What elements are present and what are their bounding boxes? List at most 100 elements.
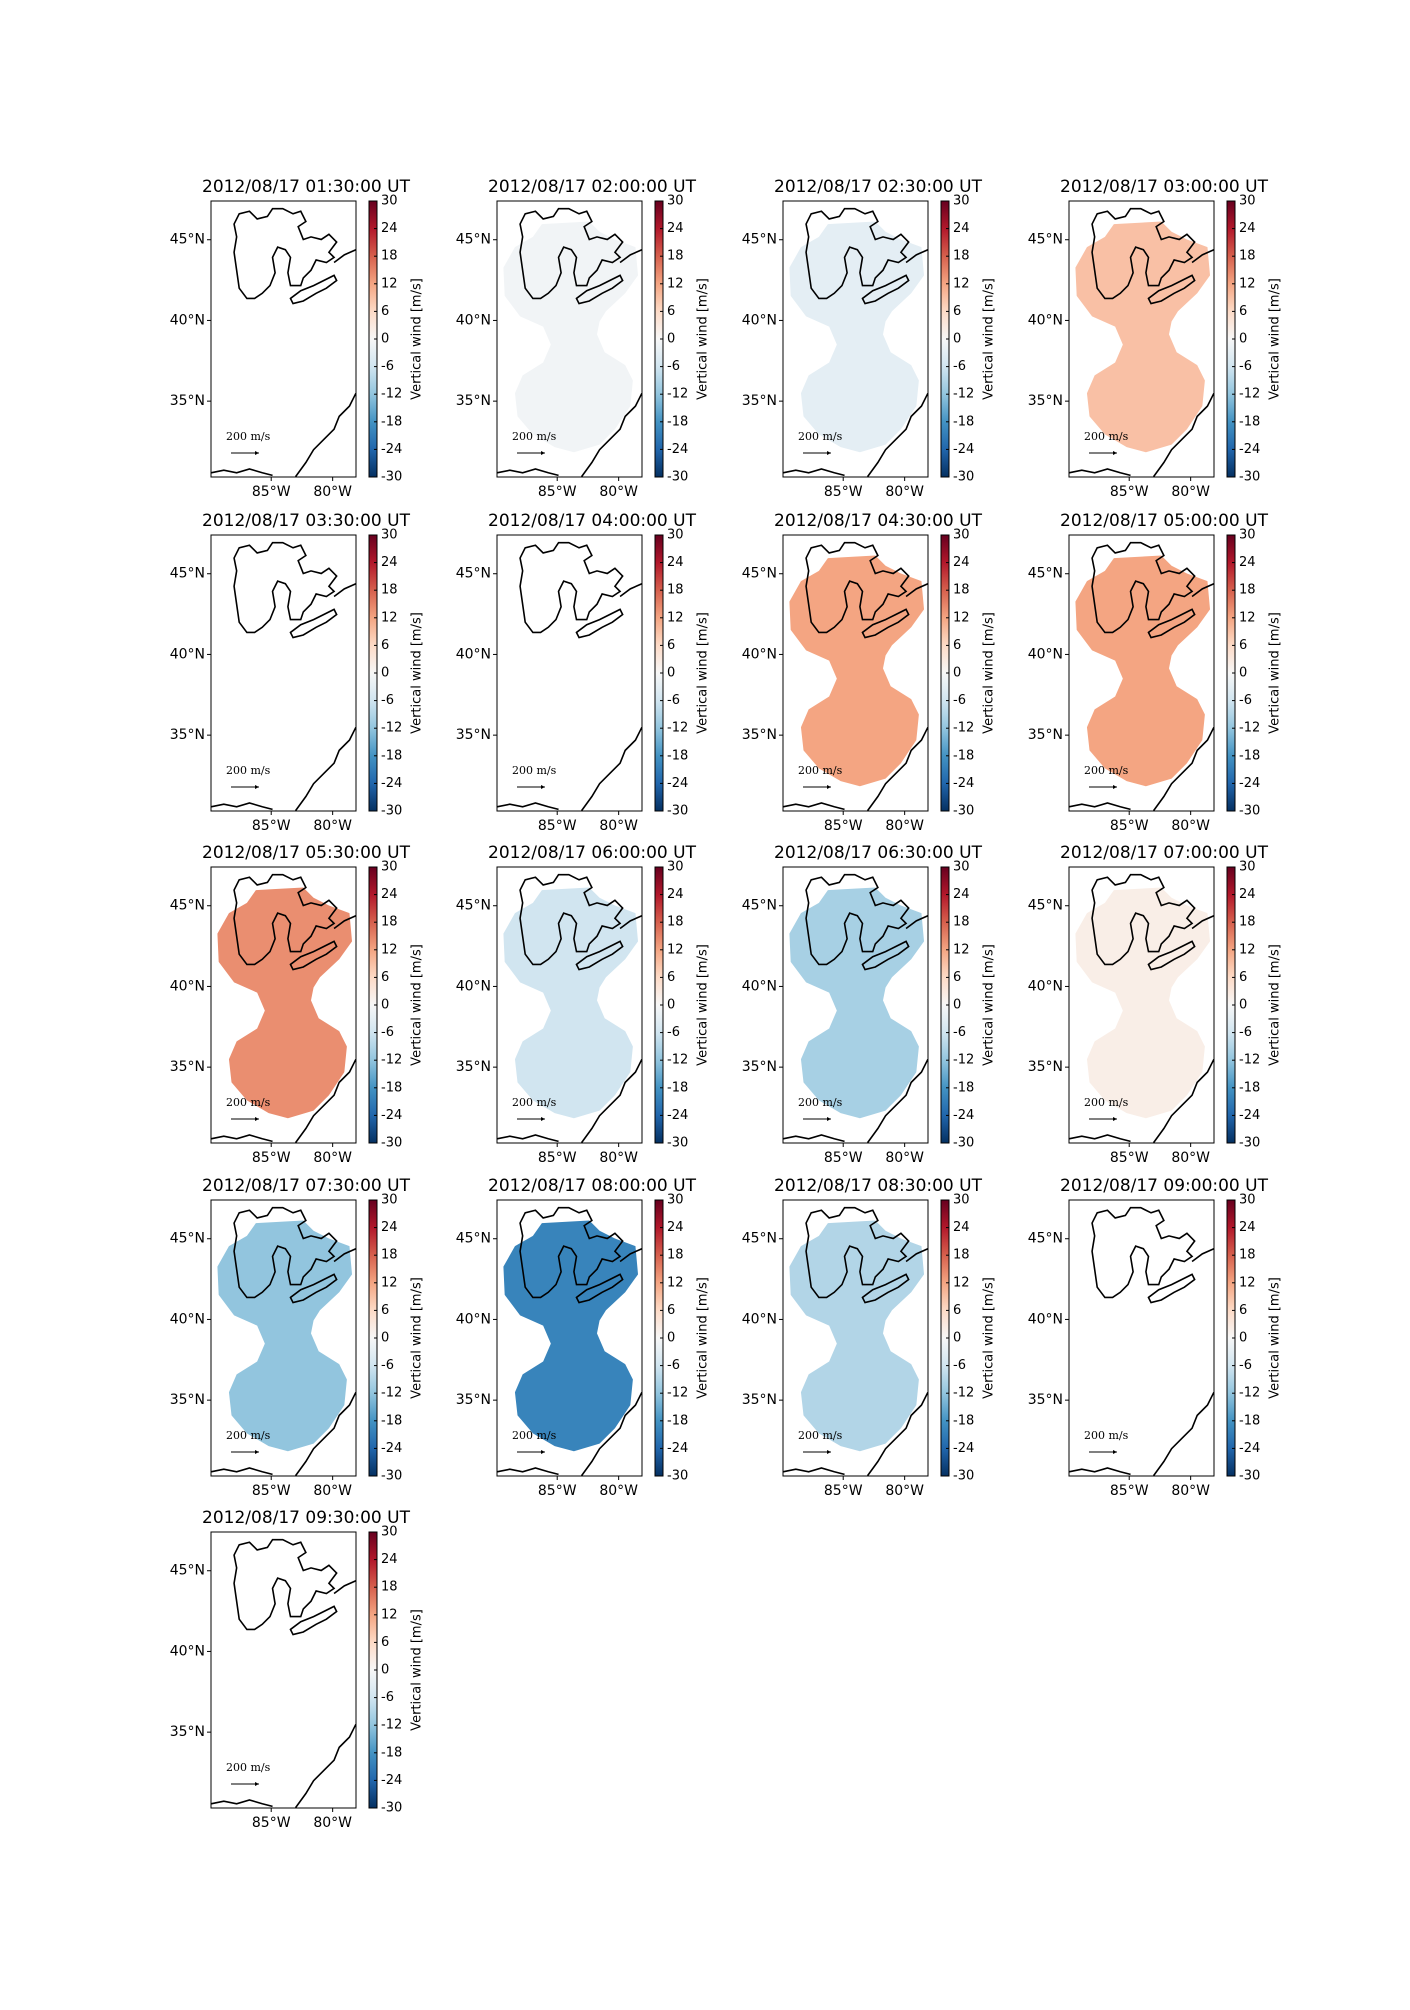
colorbar-tick-label: -6 (1239, 1025, 1252, 1040)
colorbar-tick-label: 18 (1239, 1248, 1256, 1263)
x-tick-label: 80°W (1171, 1150, 1210, 1166)
colorbar-tick-label: -18 (667, 748, 688, 763)
colorbar-tick-label: -24 (953, 442, 974, 457)
coastline (868, 1059, 928, 1142)
colorbar-tick-label: -6 (1239, 693, 1252, 708)
y-tick-label: 40°N (742, 978, 777, 994)
panel-title: 2012/08/17 07:30:00 UT (202, 1176, 411, 1196)
colorbar-tick-label: 24 (667, 887, 684, 902)
x-tick-label: 85°W (252, 1815, 291, 1831)
colorbar-tick-label: -18 (953, 414, 974, 429)
coastline (620, 1249, 642, 1262)
coastline (906, 584, 928, 597)
colorbar-tick-label: 12 (953, 610, 970, 625)
wind-field (1075, 887, 1211, 1119)
colorbar-tick-label: -30 (953, 1469, 974, 1484)
coastline (211, 1135, 273, 1141)
coastline (520, 875, 623, 965)
colorbar-tick-label: 12 (1239, 276, 1256, 291)
coastline (1092, 1208, 1195, 1298)
colorbar-tick-label: 6 (381, 304, 389, 319)
colorbar-tick-label: 12 (381, 1607, 398, 1622)
map-panel: 200 m/s 2012/08/17 05:00:00 UT 35°N 40°N 45°… (1028, 511, 1283, 834)
y-tick-label: 45°N (170, 232, 205, 248)
colorbar-tick-label: -30 (381, 470, 402, 485)
colorbar-tick-label: -18 (381, 748, 402, 763)
coastline (783, 469, 845, 475)
colorbar-tick-label: 0 (1239, 998, 1247, 1013)
colorbar-label: Vertical wind [m/s] (696, 944, 711, 1066)
coastline (783, 803, 845, 809)
coastline (806, 875, 909, 965)
map-panel: 200 m/s 2012/08/17 06:30:00 UT 35°N 40°N 45°… (742, 843, 997, 1166)
colorbar-tick-label: -30 (381, 804, 402, 819)
colorbar-tick-label: 6 (381, 970, 389, 985)
scale-arrow-head (255, 1117, 259, 1121)
scale-arrow-head (1113, 451, 1117, 455)
coastline (211, 1468, 273, 1474)
colorbar-tick-label: -6 (667, 1358, 680, 1373)
coastline (234, 209, 337, 299)
wind-field (503, 221, 639, 453)
colorbar-tick-label: 6 (667, 970, 675, 985)
colorbar-label: Vertical wind [m/s] (1268, 612, 1283, 734)
colorbar-tick-label: 18 (381, 1248, 398, 1263)
colorbar-tick-label: 12 (1239, 942, 1256, 957)
coastline (576, 941, 622, 969)
colorbar-tick-label: 30 (953, 860, 970, 875)
y-tick-label: 35°N (742, 393, 777, 409)
coastline (334, 584, 356, 597)
y-tick-label: 45°N (1028, 1231, 1063, 1247)
map-panel: 200 m/s 2012/08/17 09:30:00 UT 35°N 40°N 45°… (170, 1508, 425, 1831)
x-tick-label: 85°W (252, 1150, 291, 1166)
colorbar-tick-label: -12 (381, 721, 402, 736)
map-panel: 200 m/s 2012/08/17 02:30:00 UT 35°N 40°N 45°… (742, 177, 997, 500)
colorbar-tick-label: 24 (1239, 555, 1256, 570)
colorbar-tick-label: 18 (667, 249, 684, 264)
x-tick-label: 85°W (1110, 818, 1149, 834)
colorbar-tick-label: -12 (1239, 1053, 1260, 1068)
x-tick-label: 80°W (313, 818, 352, 834)
axes-frame (782, 1199, 929, 1477)
axes-frame (1068, 200, 1215, 478)
colorbar-tick-label: -18 (953, 1413, 974, 1428)
coastline (1148, 1274, 1194, 1302)
scale-arrow-head (541, 785, 545, 789)
colorbar-tick-label: -6 (381, 1358, 394, 1373)
colorbar-tick-label: -12 (667, 721, 688, 736)
colorbar-tick-label: -12 (381, 387, 402, 402)
colorbar-label: Vertical wind [m/s] (982, 944, 997, 1066)
colorbar-tick-label: 12 (953, 942, 970, 957)
colorbar-label: Vertical wind [m/s] (410, 1277, 425, 1399)
colorbar-tick-label: -24 (667, 1108, 688, 1123)
colorbar-tick-label: -6 (381, 359, 394, 374)
colorbar-tick-label: -24 (381, 1773, 402, 1788)
colorbar-tick-label: -30 (667, 804, 688, 819)
colorbar-tick-label: 24 (381, 221, 398, 236)
coastline (497, 469, 559, 475)
scale-label: 200 m/s (1084, 1429, 1129, 1442)
coastline (1192, 916, 1214, 929)
colorbar-tick-label: 6 (381, 638, 389, 653)
y-tick-label: 40°N (456, 1311, 491, 1327)
colorbar-tick-label: 24 (953, 1220, 970, 1235)
coastline (1069, 803, 1131, 809)
y-tick-label: 40°N (170, 646, 205, 662)
wind-field (1075, 555, 1211, 787)
colorbar-tick-label: 6 (667, 638, 675, 653)
colorbar-tick-label: 6 (1239, 1303, 1247, 1318)
y-tick-label: 40°N (456, 312, 491, 328)
y-tick-label: 45°N (170, 566, 205, 582)
x-tick-label: 85°W (252, 484, 291, 500)
scale-label: 200 m/s (226, 1429, 271, 1442)
y-tick-label: 35°N (456, 1392, 491, 1408)
coastline (868, 393, 928, 476)
colorbar-tick-label: -18 (381, 1413, 402, 1428)
colorbar-tick-label: 24 (953, 221, 970, 236)
coastline (906, 250, 928, 263)
coastline (290, 275, 336, 303)
coastline (806, 543, 909, 633)
panel-title: 2012/08/17 08:00:00 UT (488, 1176, 697, 1196)
coastline (497, 1468, 559, 1474)
colorbar-tick-label: 6 (667, 304, 675, 319)
